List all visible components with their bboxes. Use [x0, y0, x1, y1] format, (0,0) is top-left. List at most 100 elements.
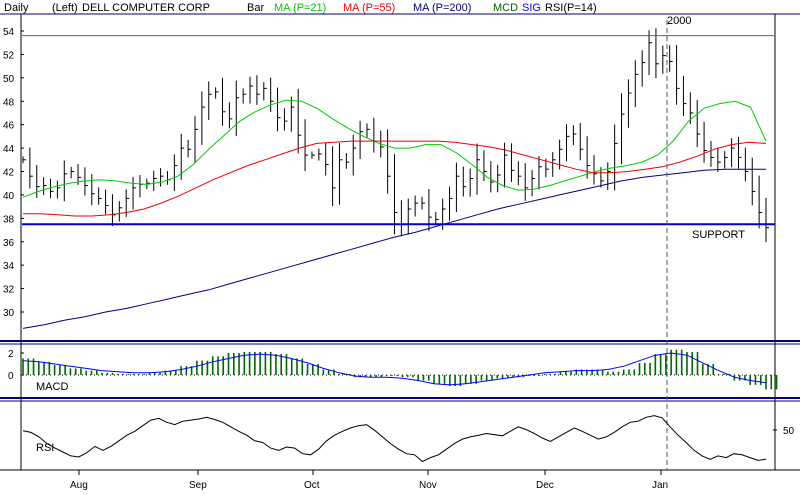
price-y-axis: 30 32 34 36 38 40 42 44 46 48 50 52 54 [3, 27, 24, 319]
price-bar [105, 189, 109, 215]
price-bar [751, 157, 756, 206]
price-bar [139, 175, 143, 198]
price-bar [304, 119, 309, 172]
price-bar [249, 76, 254, 104]
price-bar [297, 88, 302, 154]
price-bar [290, 96, 295, 132]
price-bar [669, 45, 673, 72]
price-bar [56, 180, 61, 199]
price-bar [483, 150, 487, 181]
x-tick-label: Nov [419, 480, 437, 491]
price-bar [400, 200, 405, 237]
price-tick-label: 40 [3, 191, 15, 202]
price-bar [462, 166, 467, 197]
price-bar [270, 77, 274, 112]
price-bar [435, 211, 439, 225]
x-tick-label: Dec [536, 480, 554, 491]
price-tick-label: 54 [3, 27, 15, 38]
panel-frames [0, 13, 800, 471]
price-bar [717, 147, 721, 172]
price-tick-label: 38 [3, 214, 15, 225]
price-bar [765, 197, 769, 243]
price-bar [510, 143, 515, 183]
moving-averages [22, 99, 767, 329]
price-bar [552, 152, 556, 177]
price-bar [84, 167, 88, 196]
price-bar [263, 82, 267, 101]
price-bar [91, 174, 95, 206]
price-bar [737, 136, 742, 169]
price-bar [387, 129, 391, 194]
price-bar [50, 178, 54, 199]
price-bar [421, 196, 426, 210]
price-bar [311, 151, 315, 159]
price-bar [63, 160, 68, 202]
price-tick-label: 48 [3, 97, 15, 108]
rsi-legend: RSI(P=14) [545, 2, 597, 14]
price-bar [579, 122, 584, 161]
price-bar [621, 93, 625, 165]
ma55-legend: MA (P=55) [343, 2, 395, 14]
price-bar [696, 99, 701, 148]
price-bar [98, 187, 102, 205]
year-marker: 2000 [667, 15, 691, 27]
price-bar [662, 45, 666, 74]
price-bar [758, 175, 763, 229]
price-bar [724, 151, 728, 169]
price-bar [455, 162, 460, 212]
bar-legend: Bar [247, 2, 264, 14]
price-bars [22, 28, 769, 243]
price-bar [242, 88, 247, 104]
price-bar [744, 147, 749, 182]
price-bar [504, 142, 508, 188]
x-tick-label: Aug [70, 480, 88, 491]
price-bar [641, 50, 646, 87]
price-bar [545, 158, 549, 178]
macd-tick-label: 0 [8, 371, 14, 382]
price-bar [235, 80, 240, 137]
ma-line-200 [22, 168, 766, 329]
price-bar [648, 30, 653, 76]
price-tick-label: 30 [3, 308, 15, 319]
price-bar [222, 78, 226, 126]
price-bar [146, 178, 150, 190]
price-bar [407, 198, 412, 235]
price-bar [166, 171, 171, 185]
price-bar [228, 102, 233, 129]
price-bar [338, 142, 343, 205]
company-name: DELL COMPUTER CORP [82, 2, 210, 14]
price-bar [160, 168, 164, 187]
price-bar [29, 147, 33, 189]
price-bar [731, 138, 735, 168]
macd-tick-label: 2 [8, 349, 14, 360]
price-tick-label: 44 [3, 144, 15, 155]
price-tick-label: 50 [3, 74, 15, 85]
price-tick-label: 34 [3, 261, 15, 272]
price-bar [607, 162, 611, 190]
price-bar [682, 75, 687, 117]
price-bar [394, 154, 398, 235]
price-bar [180, 133, 185, 180]
price-bar [593, 154, 598, 185]
macd-signal-line [22, 352, 767, 386]
price-bar [283, 108, 288, 131]
price-bar [256, 75, 260, 105]
x-axis: Aug Sep Oct Nov Dec Jan [70, 470, 668, 491]
price-bar [517, 161, 522, 186]
price-bar [208, 81, 212, 120]
price-bar [22, 156, 26, 164]
price-bar [634, 60, 639, 108]
x-tick-label: Sep [189, 480, 207, 491]
price-bar [703, 121, 708, 163]
price-bar [565, 124, 570, 162]
price-tick-label: 52 [3, 50, 15, 61]
chart-header: Daily (Left) DELL COMPUTER CORP Bar MA (… [4, 2, 597, 14]
price-bar [373, 117, 377, 153]
scale-side-label: (Left) [52, 2, 78, 14]
price-bar [194, 116, 198, 163]
price-bar [627, 79, 632, 128]
macd-panel-label: MACD [36, 381, 68, 393]
ma-line-55 [23, 140, 767, 217]
price-bar [689, 92, 694, 125]
price-bar [572, 125, 577, 146]
